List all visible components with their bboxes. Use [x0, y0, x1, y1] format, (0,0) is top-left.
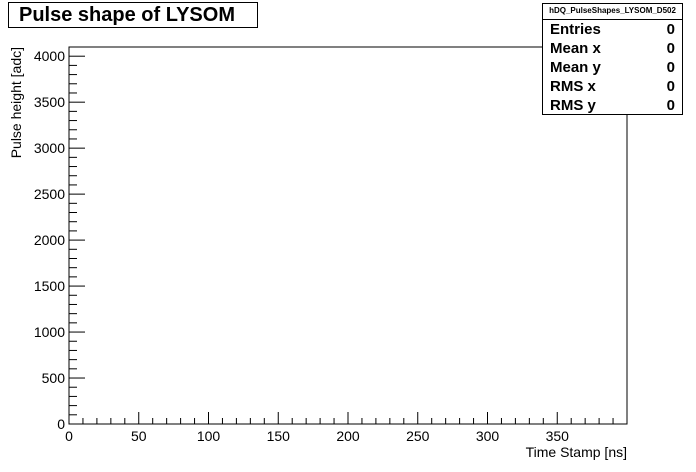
- x-tick-label: 300: [476, 428, 500, 444]
- y-tick-label: 4000: [34, 48, 65, 64]
- histogram-name: hDQ_PulseShapes_LYSOM_D502: [543, 4, 682, 20]
- y-tick-label: 3500: [34, 94, 65, 110]
- stats-label: Mean x: [550, 40, 601, 57]
- y-tick-label: 500: [42, 370, 66, 386]
- stats-row: Mean x 0: [543, 39, 682, 58]
- stats-row: Mean y 0: [543, 58, 682, 77]
- x-tick-label: 350: [546, 428, 570, 444]
- stats-label: RMS x: [550, 78, 596, 95]
- stats-label: Mean y: [550, 59, 601, 76]
- y-tick-label: 0: [57, 416, 65, 432]
- stats-value: 0: [666, 97, 675, 114]
- stats-rows: Entries 0 Mean x 0 Mean y 0 RMS x 0 RMS y 0: [543, 20, 682, 115]
- x-tick-label: 200: [336, 428, 360, 444]
- y-tick-label: 2000: [34, 232, 65, 248]
- stats-value: 0: [666, 40, 675, 57]
- stats-row: RMS y 0: [543, 96, 682, 115]
- stats-value: 0: [666, 21, 675, 38]
- stats-box: hDQ_PulseShapes_LYSOM_D502 Entries 0 Mean …: [542, 3, 683, 115]
- stats-row: RMS x 0: [543, 77, 682, 96]
- y-axis-label: Pulse height [adc]: [8, 47, 24, 158]
- x-axis-ticks: 0 50 100 150 200 250 300 350: [65, 412, 628, 444]
- y-tick-label: 2500: [34, 186, 65, 202]
- stats-label: Entries: [550, 21, 601, 38]
- x-axis-label: Time Stamp [ns]: [526, 444, 627, 460]
- y-axis-ticks: 0 500 1000 1500 2000 2500 3000 3500 4000: [34, 46, 85, 432]
- x-tick-label: 250: [406, 428, 430, 444]
- y-tick-label: 1500: [34, 278, 65, 294]
- x-tick-label: 0: [65, 428, 73, 444]
- stats-value: 0: [666, 78, 675, 95]
- y-tick-label: 1000: [34, 324, 65, 340]
- x-tick-label: 50: [131, 428, 147, 444]
- stats-label: RMS y: [550, 97, 596, 114]
- x-tick-label: 100: [197, 428, 221, 444]
- chart-title: Pulse shape of LYSOM: [8, 2, 258, 28]
- x-tick-label: 150: [267, 428, 291, 444]
- y-tick-label: 3000: [34, 140, 65, 156]
- stats-row: Entries 0: [543, 20, 682, 39]
- stats-value: 0: [666, 59, 675, 76]
